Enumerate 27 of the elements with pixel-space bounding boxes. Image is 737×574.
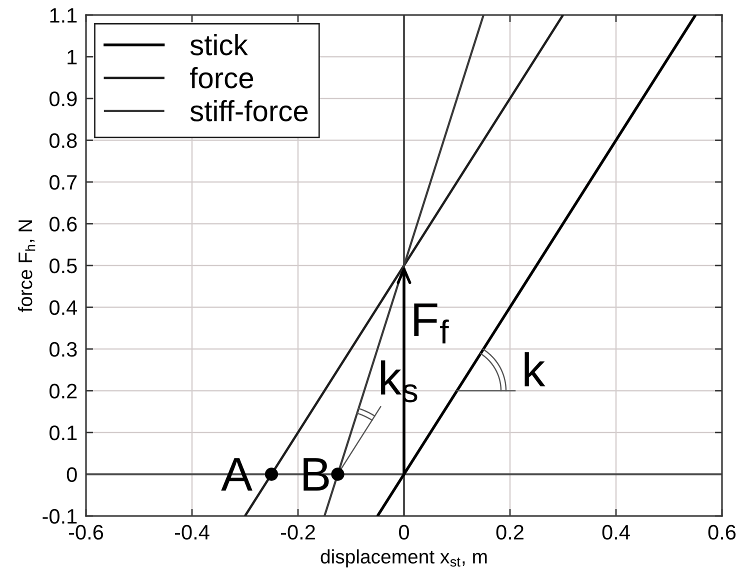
y-tick-label: 0.7 xyxy=(50,175,77,190)
y-tick-label: 0.9 xyxy=(50,92,77,106)
y-tick-label: 0.3 xyxy=(50,342,77,357)
x-tick-label: 0 xyxy=(399,524,409,540)
y-tick-label: 0.1 xyxy=(50,426,77,440)
y-tick-label: 0.5 xyxy=(50,258,77,274)
y-tick-label: 0.8 xyxy=(50,133,77,148)
y-tick-label: 1.1 xyxy=(50,8,77,23)
y-tick-label: 1 xyxy=(68,50,77,64)
y-tick-label: -0.1 xyxy=(42,509,77,524)
legend-label: stick xyxy=(190,34,248,56)
y-tick-label: 0 xyxy=(66,467,77,482)
x-tick-label: -0.2 xyxy=(280,524,315,540)
y-axis-title: force F$_{h}$, N xyxy=(18,220,36,312)
x-tick-label: 0.4 xyxy=(602,524,630,540)
y-tick-label: 0.2 xyxy=(50,384,77,399)
legend-label: stiff-force xyxy=(190,100,308,122)
annotation: k xyxy=(524,352,546,386)
x-tick-label: -0.4 xyxy=(174,524,210,540)
x-axis-title: displacement x$_{st}$, m xyxy=(320,549,487,568)
annotation: F$_{f}$ xyxy=(414,303,449,344)
x-tick-label: -0.6 xyxy=(68,524,104,540)
y-tick-label: 0.4 xyxy=(50,300,78,316)
legend-label: force xyxy=(190,67,254,88)
x-tick-label: 0.6 xyxy=(708,524,736,540)
x-tick-label: 0.2 xyxy=(496,524,524,540)
y-tick-label: 0.6 xyxy=(50,216,77,232)
